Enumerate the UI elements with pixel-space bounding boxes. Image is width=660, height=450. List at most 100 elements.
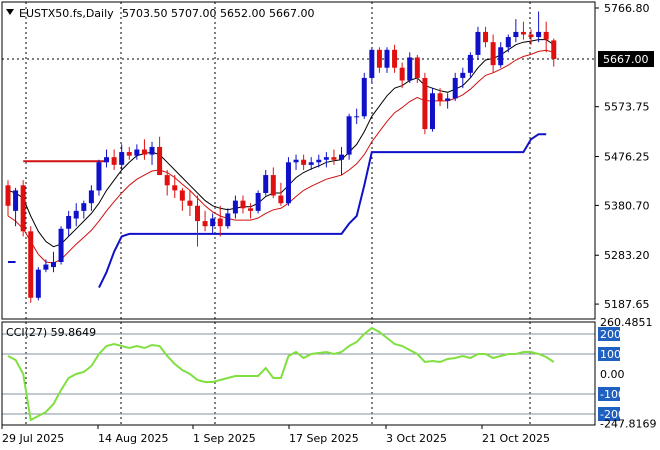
candle-body <box>354 116 360 118</box>
main-panel-frame <box>1 1 596 320</box>
collapse-triangle-icon[interactable] <box>6 9 14 15</box>
candle <box>361 72 367 119</box>
price-axis: 5766.80 5573.75 5476.25 5380.70 5283.20 5187.… <box>595 2 654 311</box>
candle <box>202 210 208 232</box>
candle-body <box>551 40 557 60</box>
candle-body <box>293 159 299 163</box>
candle <box>498 42 504 68</box>
candle-body <box>376 49 382 68</box>
candle <box>399 62 405 89</box>
candle-body <box>422 77 428 130</box>
candle <box>285 157 291 206</box>
candle <box>73 203 79 227</box>
candle <box>35 267 41 301</box>
time-tick-label: 17 Sep 2025 <box>289 432 359 445</box>
candle-body <box>210 218 216 227</box>
candle <box>339 146 345 176</box>
candle <box>164 169 170 196</box>
price-tick-label: 5476.25 <box>604 151 650 164</box>
candle-body <box>301 159 307 165</box>
candle <box>293 154 299 170</box>
candle-body <box>50 261 56 268</box>
candle-body <box>498 47 504 66</box>
candle-body <box>414 57 420 78</box>
candle <box>157 136 163 176</box>
candle-body <box>384 49 390 68</box>
time-tick-label: 21 Oct 2025 <box>482 432 550 445</box>
candle <box>316 154 322 168</box>
candle <box>301 154 307 170</box>
candles-layer <box>5 11 557 303</box>
cci-axis-label: -247.8169 <box>600 418 656 431</box>
candle-body <box>43 264 49 270</box>
candle-body <box>263 175 269 193</box>
time-tick-label: 29 Jul 2025 <box>2 432 64 445</box>
candle-body <box>225 213 231 227</box>
candle <box>384 47 390 73</box>
candle-body <box>164 175 170 186</box>
candle-body <box>460 72 466 78</box>
cci-axis-label: 0.00 <box>600 368 625 381</box>
time-tick-label: 3 Oct 2025 <box>386 432 447 445</box>
candle <box>13 187 19 227</box>
cci-axis-label: 200 <box>600 328 621 341</box>
candle-body <box>369 49 375 78</box>
cci-line <box>7 326 555 422</box>
candle <box>240 195 246 214</box>
candle-body <box>505 37 511 48</box>
candle <box>255 190 261 214</box>
candle <box>58 226 64 265</box>
candle-body <box>513 31 519 38</box>
candle-body <box>5 185 11 206</box>
candle <box>429 88 435 132</box>
candle-body <box>520 31 526 35</box>
candle <box>149 141 155 165</box>
cci-level-tag <box>598 387 620 401</box>
price-tick-label: 5187.65 <box>604 298 650 311</box>
candle <box>225 208 231 229</box>
candle <box>195 195 200 247</box>
candle <box>248 203 254 219</box>
candle-body <box>96 162 102 191</box>
candle-body <box>316 159 322 163</box>
cci-level-tag <box>598 407 620 421</box>
time-axis: 29 Jul 2025 14 Aug 2025 1 Sep 2025 17 Sep 2… <box>1 425 550 445</box>
candle-body <box>232 200 238 214</box>
candle-body <box>467 54 473 73</box>
candle-body <box>437 93 443 101</box>
cci-panel-frame <box>1 321 596 426</box>
candle <box>308 157 314 170</box>
candle-body <box>483 31 489 43</box>
candle <box>5 180 11 216</box>
candle-body <box>407 57 413 81</box>
candle-body <box>255 192 261 211</box>
candle-body <box>323 157 329 160</box>
candle-body <box>543 31 549 40</box>
candle-body <box>202 221 208 227</box>
candle-body <box>111 157 117 165</box>
candle <box>543 21 549 53</box>
candle <box>354 108 360 124</box>
candle-body <box>179 190 185 201</box>
candle-body <box>195 205 200 222</box>
cci-axis-label: 100 <box>600 348 621 361</box>
candle <box>475 26 481 61</box>
candle <box>126 146 132 160</box>
candle <box>520 21 526 40</box>
candle-body <box>248 208 254 211</box>
candle-body <box>149 146 155 155</box>
cci-title: CCI(27) 59.8649 <box>6 326 96 339</box>
candle-body <box>392 49 398 68</box>
candle <box>505 34 511 53</box>
candle-body <box>308 162 314 165</box>
cci-level-tag <box>598 347 620 361</box>
candle <box>551 38 557 67</box>
candle-body <box>81 203 87 211</box>
candle <box>452 72 458 101</box>
candle-body <box>187 200 193 206</box>
candle <box>210 213 216 234</box>
price-tick-label: 5380.70 <box>604 199 650 212</box>
price-tick-label: 5766.80 <box>604 2 650 15</box>
candle <box>437 88 443 107</box>
time-tick-label: 14 Aug 2025 <box>98 432 168 445</box>
